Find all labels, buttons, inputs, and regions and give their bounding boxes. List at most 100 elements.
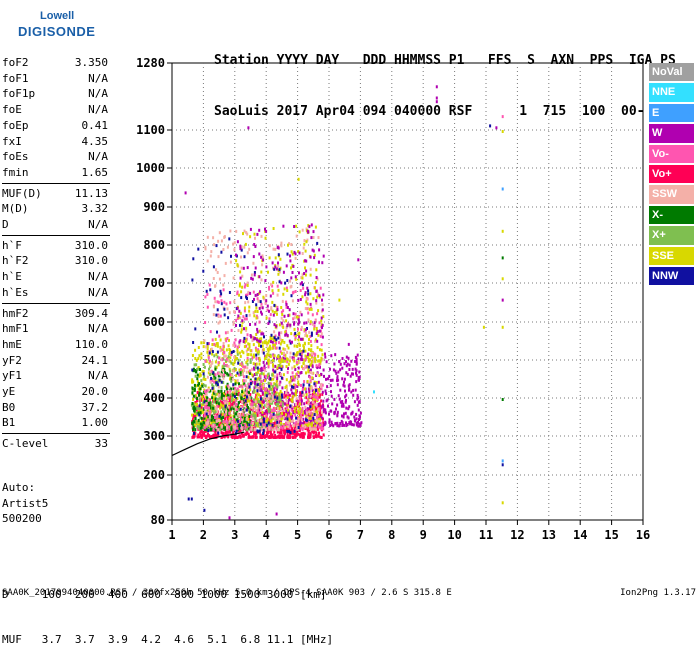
echo-point	[338, 397, 341, 401]
echo-point	[289, 259, 292, 263]
echo-point	[277, 402, 280, 406]
echo-point	[218, 356, 221, 360]
echo-point	[318, 363, 321, 366]
echo-point	[287, 366, 289, 370]
echo-point	[311, 393, 314, 396]
echo-point	[277, 272, 280, 276]
echo-point	[192, 418, 194, 422]
param-name: hmF1	[2, 322, 29, 336]
echo-point	[256, 377, 259, 381]
echo-point	[255, 398, 258, 402]
echo-point	[269, 413, 272, 417]
echo-point	[310, 361, 313, 365]
echo-point	[339, 362, 342, 366]
echo-point	[341, 421, 344, 425]
echo-point	[284, 391, 286, 394]
echo-point	[191, 354, 194, 357]
echo-point	[298, 399, 301, 403]
echo-point	[216, 404, 219, 408]
echo-point	[223, 307, 226, 311]
echo-point	[200, 405, 203, 409]
echo-point	[228, 408, 231, 412]
echo-point	[279, 361, 282, 365]
echo-point	[343, 380, 345, 384]
echo-point	[227, 316, 230, 320]
echo-point	[307, 307, 310, 310]
echo-point	[261, 410, 264, 414]
echo-point	[227, 355, 230, 359]
echo-point	[258, 343, 261, 347]
echo-point	[311, 372, 314, 376]
echo-point	[214, 397, 217, 401]
echo-point	[295, 393, 297, 397]
echo-point	[318, 321, 321, 325]
echo-point	[270, 337, 273, 341]
echo-point	[304, 349, 307, 353]
echo-point	[292, 290, 295, 294]
echo-point	[268, 320, 271, 324]
echo-point	[318, 407, 321, 410]
echo-point	[303, 432, 306, 436]
x-tick-label: 6	[325, 528, 332, 542]
echo-point	[284, 407, 287, 411]
echo-point	[276, 293, 279, 297]
echo-point	[291, 271, 294, 274]
echo-point	[261, 344, 264, 348]
echo-point	[278, 366, 281, 369]
echo-point	[290, 250, 293, 254]
echo-point	[254, 236, 256, 240]
param-value: N/A	[88, 270, 108, 284]
echo-point	[208, 361, 211, 365]
echo-point	[221, 394, 224, 397]
echo-point	[263, 420, 266, 424]
echo-point	[220, 410, 223, 414]
echo-point	[199, 368, 201, 371]
echo-point	[246, 356, 249, 360]
echo-point	[295, 353, 298, 357]
echo-point	[196, 397, 199, 400]
echo-point	[239, 247, 242, 251]
echo-point	[291, 375, 294, 379]
echo-point	[316, 330, 319, 334]
echo-point	[272, 377, 275, 381]
echo-point	[216, 300, 219, 304]
echo-point	[347, 342, 350, 346]
echo-point	[343, 377, 346, 381]
echo-point	[245, 349, 248, 353]
echo-point	[267, 381, 270, 385]
echo-point	[255, 409, 258, 412]
echo-point	[300, 371, 303, 374]
echo-point	[301, 351, 304, 355]
echo-point	[293, 429, 296, 433]
echo-point	[200, 403, 203, 407]
param-value: 11.13	[74, 186, 108, 200]
echo-point	[191, 419, 194, 423]
echo-point	[245, 408, 248, 412]
echo-point	[208, 415, 211, 419]
echo-point	[208, 404, 211, 408]
echo-point	[285, 413, 288, 417]
param-row: foEs N/A	[2, 150, 108, 166]
echo-point	[333, 397, 336, 401]
echo-point	[320, 319, 323, 323]
echo-point	[328, 418, 331, 422]
echo-point	[264, 415, 267, 419]
echo-point	[278, 332, 281, 336]
echo-point	[260, 278, 263, 282]
echo-point	[223, 354, 226, 358]
echo-point	[263, 426, 265, 430]
echo-point	[219, 421, 222, 425]
echo-point	[289, 412, 292, 416]
echo-point	[291, 436, 294, 439]
param-name: B1	[2, 416, 16, 430]
param-value: 3.32	[81, 202, 109, 216]
echo-point	[319, 334, 322, 338]
echo-point	[282, 356, 285, 360]
echo-point	[313, 429, 316, 433]
echo-point	[232, 322, 235, 326]
echo-point	[330, 394, 333, 398]
y-tick-label: 500	[143, 353, 165, 367]
echo-point	[272, 412, 275, 416]
echo-point	[287, 408, 289, 412]
echo-point	[237, 401, 240, 405]
